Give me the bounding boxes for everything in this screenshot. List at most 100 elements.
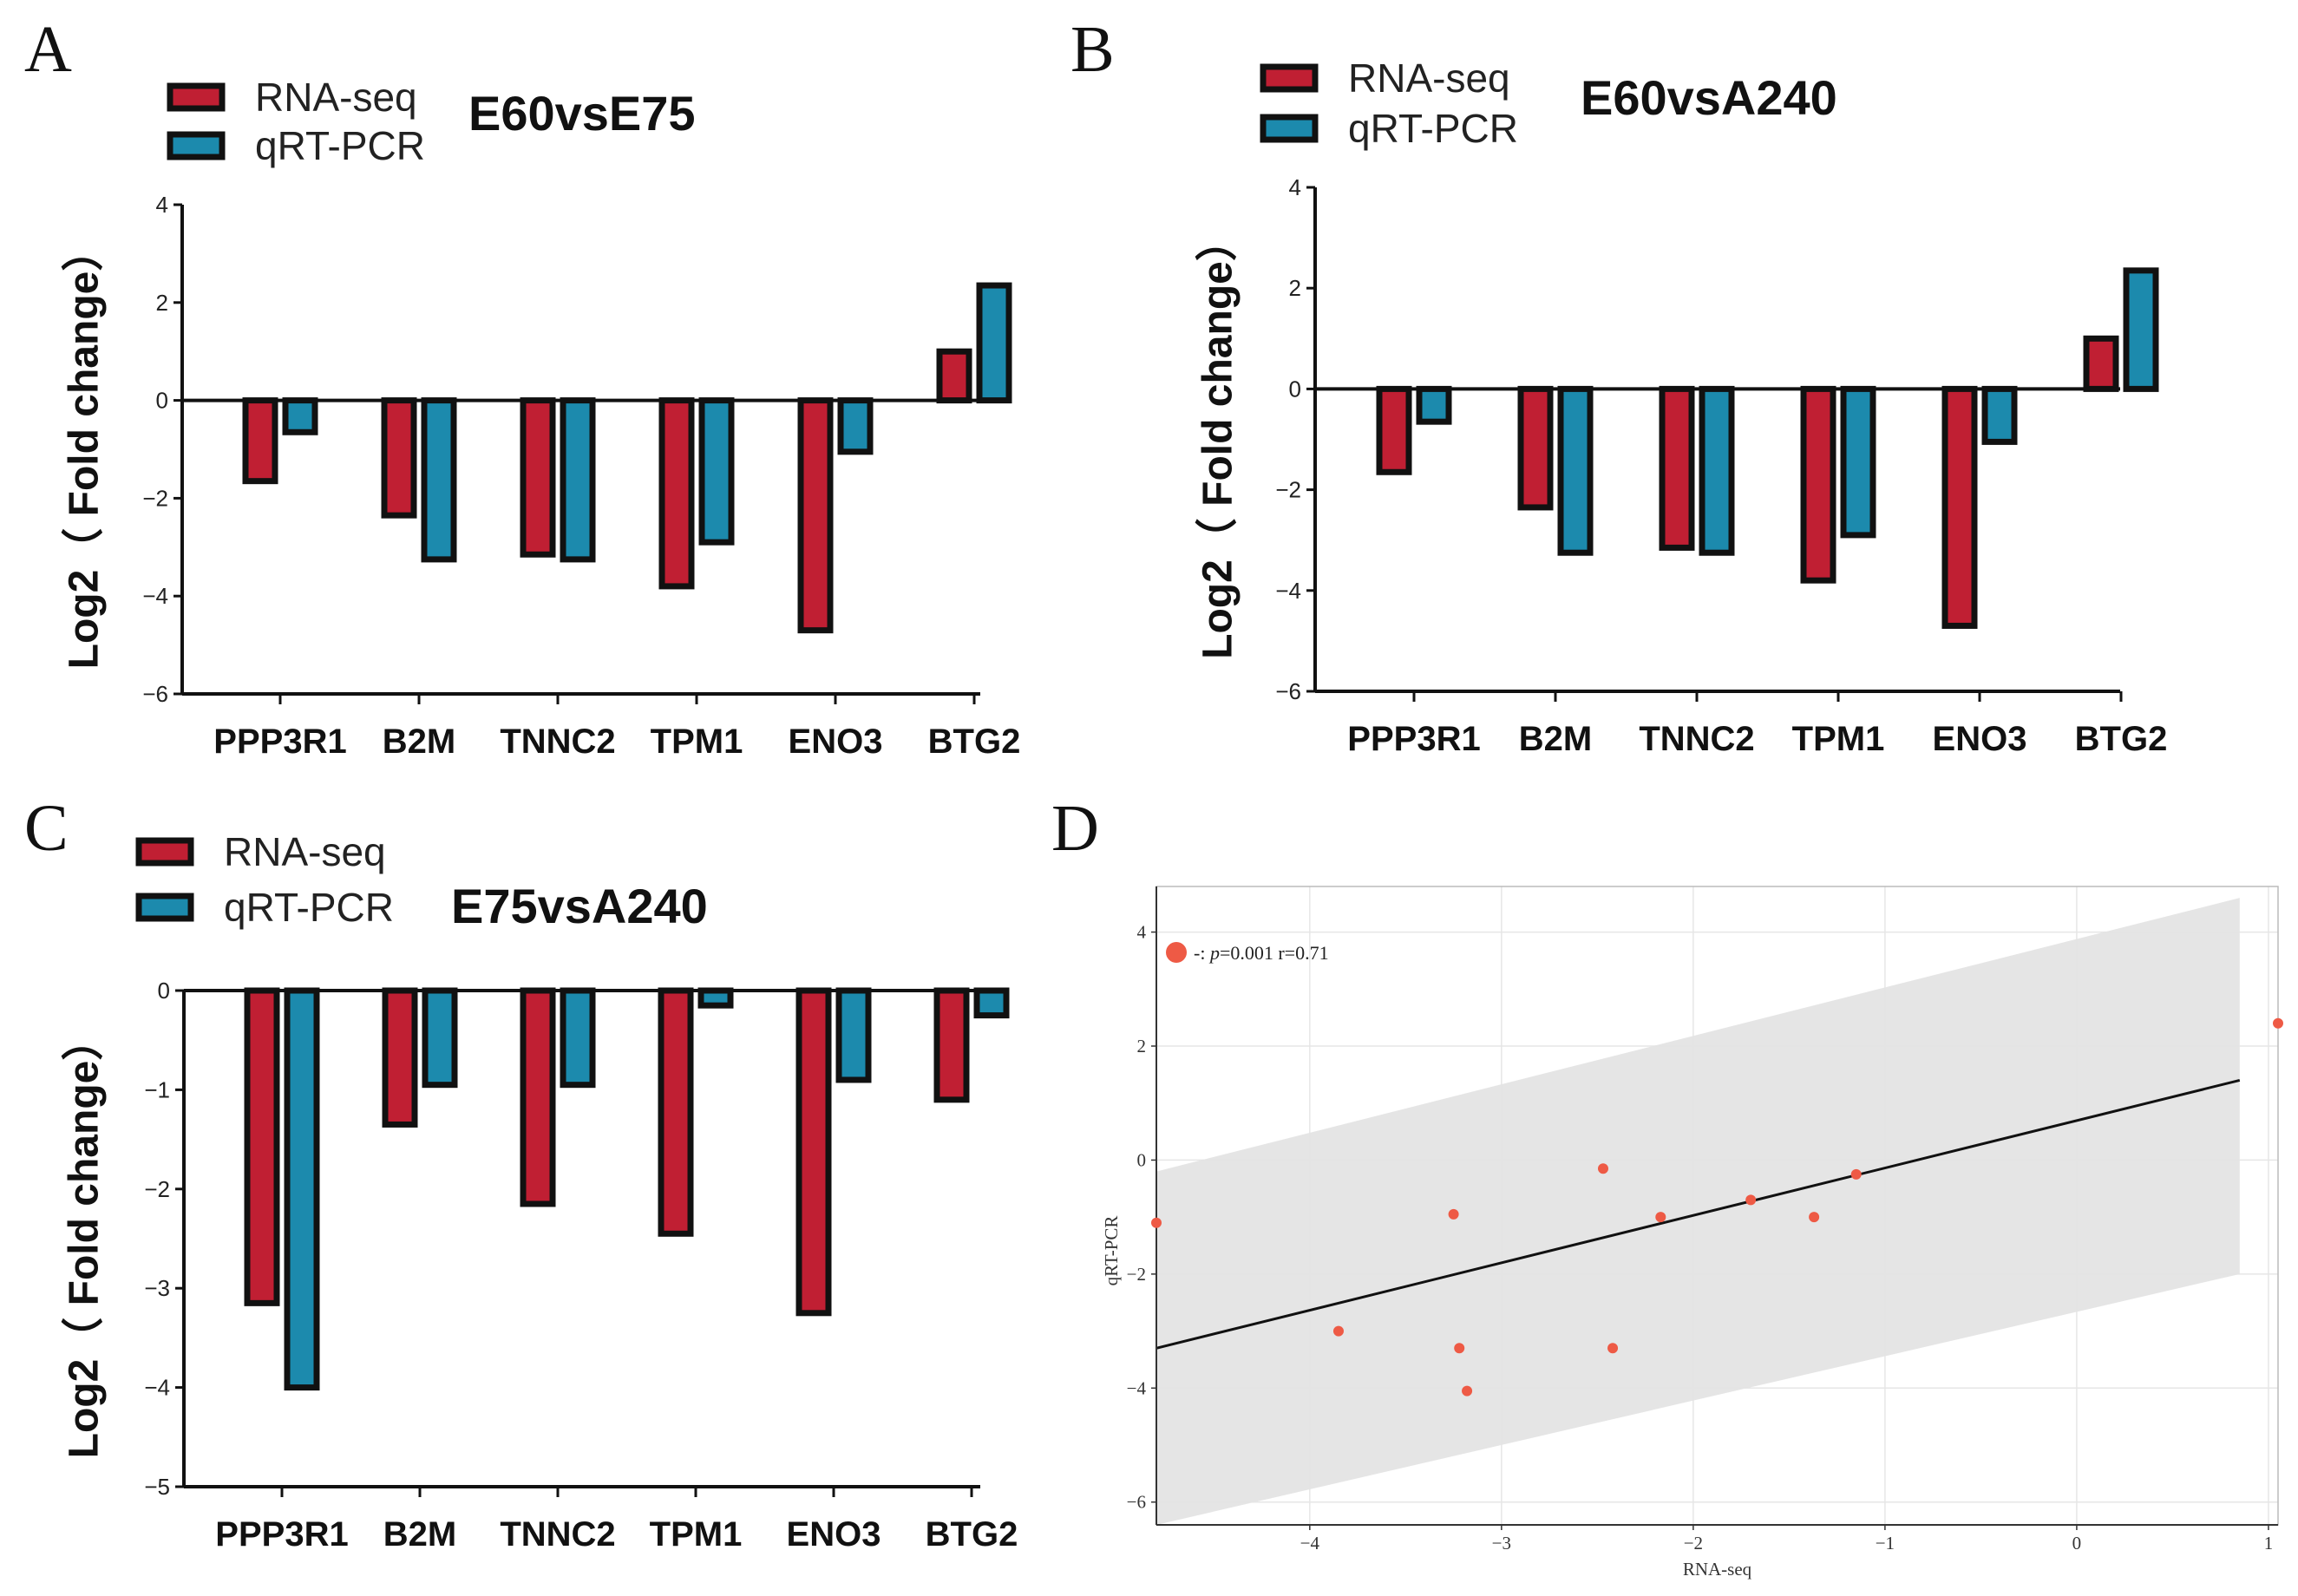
bar-rna-seq-b2m-b — [1517, 385, 1554, 511]
data-point — [1850, 1168, 1862, 1180]
bar-qrt-pcr-ppp3r1-a — [282, 397, 318, 435]
y-tick-label-d: 0 — [1137, 1149, 1147, 1170]
bar-qrt-pcr-b2m-b — [1557, 385, 1594, 556]
x-tick-label-btg2-a: BTG2 — [928, 723, 1021, 761]
y-tick-label-b: −6 — [1275, 678, 1301, 704]
bar-qrt-pcr-btg2-b — [2123, 267, 2159, 392]
confidence-band — [1156, 898, 2240, 1525]
bar-rna-seq-tpm1-a — [658, 397, 695, 590]
x-tick-label-btg2-b: BTG2 — [2075, 720, 2168, 758]
x-tick-label-tnnc2-a: TNNC2 — [500, 723, 615, 761]
bar-qrt-pcr-btg2-a — [976, 282, 1012, 404]
bar-qrt-pcr-tnnc2-a — [560, 397, 596, 563]
y-tick-label-a: 4 — [156, 192, 168, 218]
y-tick-label-c: −5 — [144, 1474, 170, 1500]
legend-label-rna-seq-c: RNA-seq — [224, 829, 386, 874]
x-tick-label-ppp3r1-a: PPP3R1 — [213, 723, 346, 761]
bar-rna-seq-tnnc2-c — [520, 987, 556, 1207]
data-point — [1454, 1343, 1465, 1354]
bar-qrt-pcr-eno3-a — [837, 397, 874, 455]
bar-rna-seq-tpm1-b — [1800, 385, 1836, 584]
bar-rna-seq-btg2-c — [933, 987, 970, 1103]
y-tick-label-b: −4 — [1275, 578, 1301, 604]
x-tick-label-b2m-c: B2M — [383, 1515, 456, 1553]
data-point — [1597, 1163, 1608, 1174]
legend-label-qrt-pcr-a: qRT-PCR — [255, 123, 425, 168]
data-point — [1332, 1325, 1344, 1337]
data-point — [2273, 1017, 2283, 1029]
regression-line — [1156, 1078, 2241, 1350]
panel-letter-d: D — [1051, 792, 1099, 865]
legend-text-d: -: p=0.001 r=0.71 — [1194, 942, 1329, 964]
y-tick-label-c: −3 — [144, 1275, 170, 1301]
bar-rna-seq-b2m-a — [381, 397, 417, 519]
y-tick-label-d: −6 — [1127, 1492, 1146, 1513]
x-tick-label-d: 0 — [2072, 1533, 2082, 1553]
bar-rna-seq-b2m-c — [382, 987, 418, 1128]
x-tick-label-btg2-c: BTG2 — [926, 1515, 1018, 1553]
x-tick-label-b2m-a: B2M — [383, 723, 455, 761]
legend-label-qrt-pcr-c: qRT-PCR — [224, 885, 394, 930]
panel-letter-a: A — [24, 13, 72, 86]
chart-title-c: E75vsA240 — [451, 879, 708, 933]
x-tick-label-eno3-a: ENO3 — [789, 723, 883, 761]
data-point — [1151, 1217, 1162, 1228]
bar-qrt-pcr-ppp3r1-b — [1416, 385, 1452, 425]
y-tick-label-d: −2 — [1127, 1264, 1146, 1285]
data-point — [1607, 1343, 1619, 1354]
legend-swatch-qrt-pcr-c — [135, 893, 194, 922]
bar-qrt-pcr-tnnc2-b — [1699, 385, 1735, 556]
y-tick-label-c: −4 — [144, 1375, 170, 1401]
bar-rna-seq-ppp3r1-b — [1376, 385, 1412, 475]
bar-qrt-pcr-b2m-c — [422, 987, 458, 1089]
panel-letter-c: C — [24, 792, 69, 865]
y-tick-label-b: 2 — [1289, 275, 1301, 301]
legend-label-rna-seq-a: RNA-seq — [255, 75, 417, 120]
legend-label-rna-seq-b: RNA-seq — [1348, 56, 1510, 101]
x-tick-label-tpm1-c: TPM1 — [650, 1515, 743, 1553]
y-axis-label-b: Log2（ Fold change） — [1195, 219, 1241, 659]
scatter-chart-d: −4 −3 −2 −1 0 1 4 2 0 −2 −4 −6 RNA-seq qRT-PCR -: p=0.… — [1101, 886, 2283, 1580]
bar-chart-c: E75vsA240 RNA-seq qRT-PCR Log2（ Fold change… — [62, 829, 1018, 1553]
y-tick-label-a: −4 — [142, 583, 168, 609]
data-point — [1809, 1212, 1820, 1223]
y-axis-label-c: Log2（ Fold change） — [62, 1019, 108, 1459]
y-axis-label-d: qRT-PCR — [1101, 1216, 1122, 1286]
x-tick-label-tpm1-a: TPM1 — [651, 723, 743, 761]
bar-qrt-pcr-b2m-a — [421, 397, 457, 563]
x-axis-label-d: RNA-seq — [1683, 1559, 1752, 1580]
bar-rna-seq-eno3-a — [797, 397, 834, 634]
legend-swatch-rna-seq-c — [135, 837, 194, 867]
chart-title-a: E60vsE75 — [468, 86, 696, 141]
y-tick-label-d: −4 — [1127, 1377, 1147, 1398]
y-tick-label-c: −2 — [144, 1176, 170, 1202]
x-tick-label-ppp3r1-c: PPP3R1 — [215, 1515, 348, 1553]
bar-rna-seq-tnnc2-b — [1659, 385, 1695, 551]
legend-swatch-rna-seq-b — [1260, 63, 1319, 93]
bar-rna-seq-tnnc2-a — [520, 397, 556, 558]
bar-qrt-pcr-tpm1-c — [697, 987, 734, 1009]
bar-qrt-pcr-ppp3r1-c — [284, 987, 320, 1391]
x-tick-label-b2m-b: B2M — [1519, 720, 1592, 758]
bar-qrt-pcr-tnnc2-c — [560, 987, 596, 1089]
y-tick-label-a: −6 — [142, 681, 168, 707]
panel-letter-b: B — [1070, 13, 1115, 86]
x-tick-label-d: −1 — [1876, 1533, 1895, 1553]
bar-rna-seq-eno3-b — [1941, 385, 1978, 629]
bar-rna-seq-btg2-b — [2083, 335, 2119, 392]
legend-marker-d — [1166, 942, 1187, 963]
bar-qrt-pcr-tpm1-a — [698, 397, 735, 546]
x-tick-label-d: −3 — [1492, 1533, 1511, 1553]
bar-rna-seq-tpm1-c — [658, 987, 694, 1237]
data-point — [1462, 1385, 1473, 1396]
legend-swatch-qrt-pcr-b — [1260, 114, 1319, 143]
x-tick-label-d: −4 — [1300, 1533, 1320, 1553]
legend-swatch-qrt-pcr-a — [167, 131, 226, 160]
bar-rna-seq-btg2-a — [936, 348, 972, 404]
bar-rna-seq-ppp3r1-a — [242, 397, 278, 485]
y-tick-label-a: 2 — [156, 290, 168, 316]
bar-qrt-pcr-eno3-b — [1981, 385, 2018, 445]
x-tick-label-tnnc2-b: TNNC2 — [1639, 720, 1754, 758]
